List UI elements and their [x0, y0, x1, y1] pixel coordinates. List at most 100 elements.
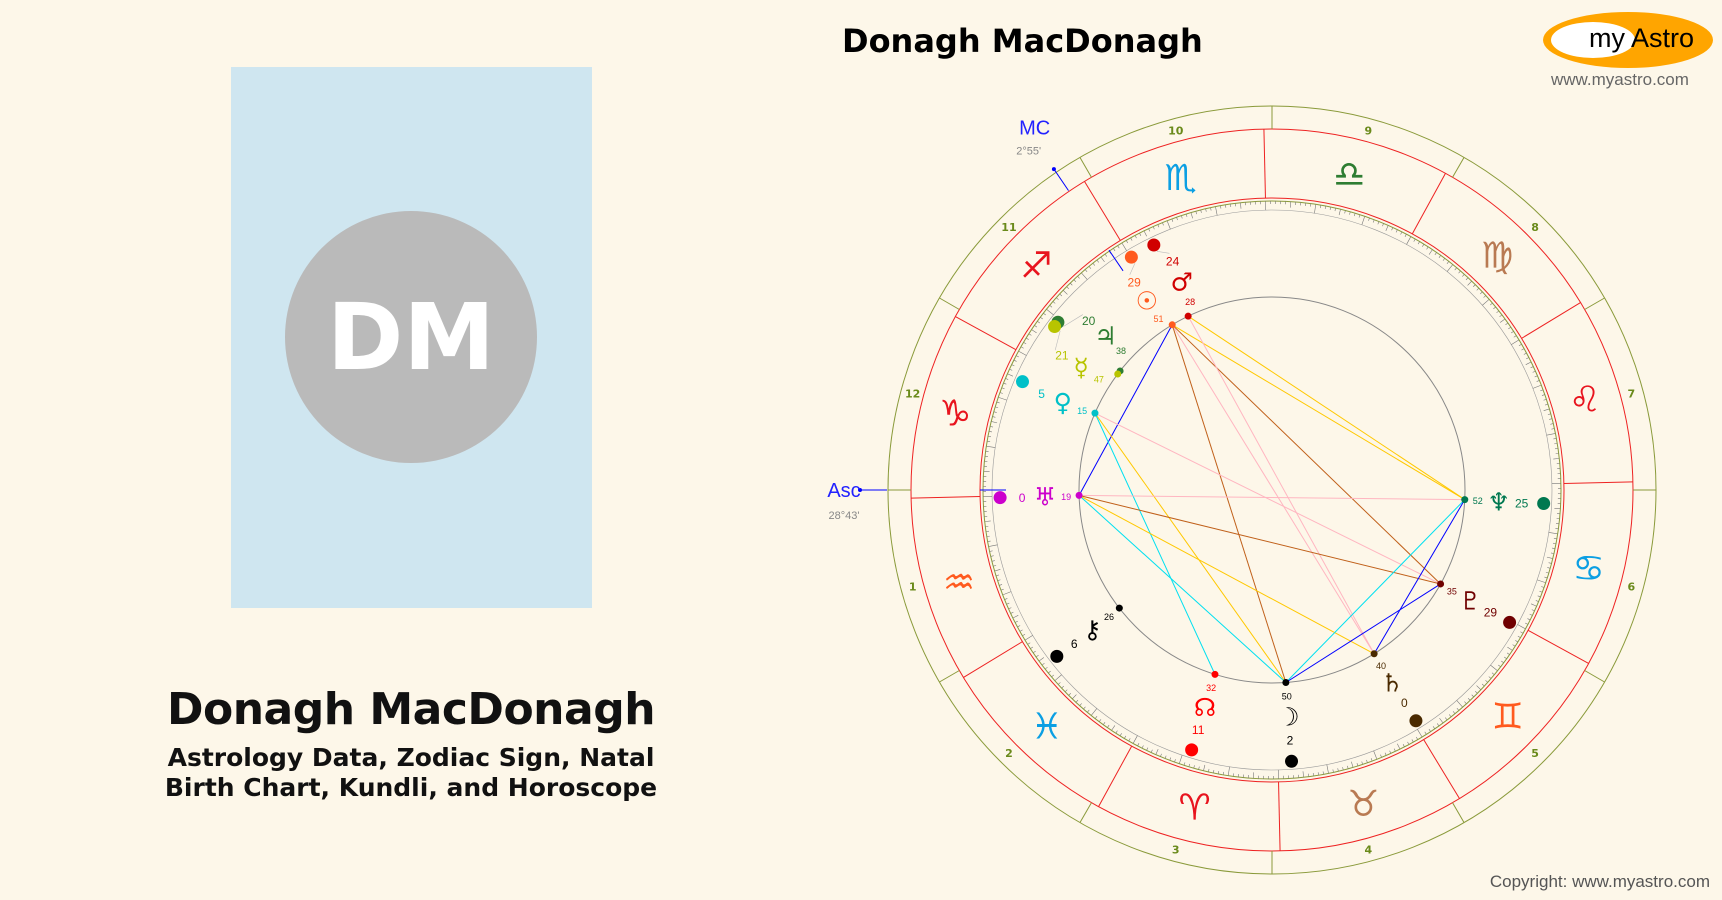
planet-dot-mercury [1048, 320, 1062, 334]
profile-subtitle-line1: Astrology Data, Zodiac Sign, Natal [167, 743, 655, 772]
degree-tick [1385, 225, 1389, 232]
aspect-line [1078, 324, 1173, 496]
degree-tick [1205, 208, 1207, 212]
degree-tick [993, 411, 997, 413]
house-number: 11 [1001, 221, 1016, 234]
planet-glyph-pluto: ♇ [1459, 587, 1481, 616]
sign-glyph-aquarius: ♒︎ [943, 562, 975, 603]
degree-tick [1395, 229, 1398, 233]
sign-glyph-libra: ♎︎ [1333, 154, 1365, 195]
planet-minute-jupiter: 38 [1116, 346, 1126, 356]
planet-minute-chiron: 26 [1104, 612, 1114, 622]
degree-tick [1481, 683, 1485, 687]
degree-tick [1134, 235, 1137, 239]
degree-tick [1013, 359, 1017, 362]
myastro-logo[interactable]: my Astro [1543, 12, 1713, 68]
sign-boundary-line [1411, 173, 1446, 235]
degree-tick [1002, 591, 1012, 596]
degree-tick [1537, 595, 1541, 598]
house-number: 9 [1364, 125, 1372, 138]
degree-tick [988, 544, 998, 547]
planet-minute-mars: 28 [1185, 297, 1195, 307]
degree-tick [1024, 635, 1033, 641]
planet-degree-saturn: 0 [1401, 696, 1408, 710]
degree-tick [1347, 765, 1349, 769]
degree-tick [1324, 205, 1327, 210]
degree-tick [1164, 755, 1167, 759]
degree-tick [990, 426, 994, 428]
planet-aspect-point-venus [1091, 409, 1099, 417]
degree-tick [1549, 418, 1553, 420]
degree-tick [1169, 757, 1172, 761]
site-url-link[interactable]: www.myastro.com [1551, 70, 1689, 89]
degree-tick [1332, 769, 1334, 773]
degree-tick [1056, 297, 1059, 300]
degree-tick [1208, 768, 1210, 772]
degree-tick [1077, 275, 1080, 279]
degree-tick [1049, 305, 1053, 308]
planet-aspect-point-saturn [1370, 650, 1378, 658]
sign-boundary-line [911, 496, 981, 499]
degree-tick [1052, 301, 1056, 304]
degree-tick [1489, 302, 1493, 306]
aspect-line [1079, 494, 1465, 501]
degree-tick [1545, 571, 1549, 574]
degree-tick [1465, 277, 1469, 281]
planet-degree-neptune: 25 [1515, 496, 1529, 510]
degree-tick [1471, 694, 1474, 698]
degree-tick [1432, 726, 1436, 729]
degree-tick [1193, 765, 1195, 769]
degree-tick [1028, 333, 1032, 336]
house-division-line [1452, 802, 1465, 823]
planet-glyph-uranus: ♅ [1034, 482, 1056, 511]
sign-boundary-line [955, 316, 1017, 351]
degree-tick [1111, 725, 1116, 731]
sign-boundary-line [1563, 481, 1633, 484]
degree-tick [1043, 312, 1046, 316]
degree-tick [1512, 644, 1516, 647]
degree-tick [1499, 314, 1503, 317]
degree-tick [1188, 763, 1191, 767]
degree-tick [1510, 331, 1514, 334]
house-division-line [1079, 157, 1092, 178]
degree-tick [1523, 352, 1527, 355]
asc-label: Asc [827, 480, 860, 502]
degree-tick [1391, 227, 1394, 231]
planet-degree-moon: 2 [1287, 733, 1294, 747]
degree-tick [1529, 613, 1533, 616]
degree-tick [1174, 759, 1176, 763]
aspect-line [1171, 324, 1375, 655]
degree-tick [1004, 598, 1008, 600]
degree-tick [1062, 290, 1068, 295]
degree-tick [1329, 206, 1331, 211]
degree-tick [1426, 246, 1429, 250]
degree-tick [1541, 394, 1545, 396]
house-number: 5 [1531, 747, 1539, 760]
degree-tick [1438, 255, 1441, 258]
planet-minute-neptune: 52 [1473, 496, 1483, 506]
planet-aspect-point-mars [1184, 312, 1192, 320]
degree-tick [1155, 748, 1159, 755]
degree-tick [1397, 743, 1401, 750]
degree-tick [999, 584, 1003, 586]
degree-tick [1499, 318, 1506, 323]
planet-glyph-north-node: ☊ [1194, 693, 1216, 722]
degree-tick [999, 392, 1003, 394]
degree-tick [1456, 707, 1460, 711]
degree-tick [1079, 703, 1082, 706]
degree-tick [1530, 366, 1534, 369]
degree-tick [1094, 716, 1098, 719]
aspect-circle [1078, 296, 1466, 684]
degree-tick [1349, 211, 1351, 215]
degree-tick [1476, 685, 1482, 690]
house-number: 12 [905, 388, 920, 401]
degree-tick [990, 555, 994, 557]
degree-tick [1521, 348, 1525, 351]
degree-tick [1415, 736, 1418, 740]
degree-tick [1515, 640, 1518, 643]
degree-tick [1007, 373, 1014, 377]
degree-tick [1132, 735, 1138, 744]
degree-tick [1553, 458, 1560, 460]
degree-tick [1368, 217, 1370, 221]
aspect-line [1187, 315, 1466, 501]
